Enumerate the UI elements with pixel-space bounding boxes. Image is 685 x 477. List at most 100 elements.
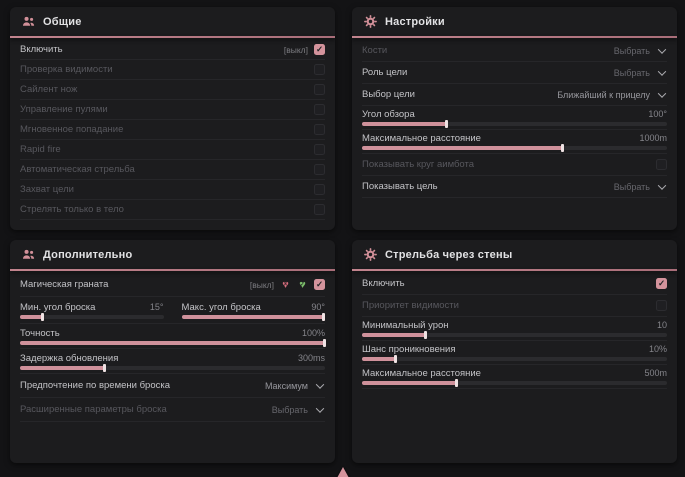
checkbox[interactable]: ✓: [656, 278, 667, 289]
people-icon: [22, 248, 35, 261]
checkbox[interactable]: [314, 144, 325, 155]
gear-icon: [364, 248, 377, 261]
toggle-row: Захват цели: [20, 180, 325, 200]
header-accent-line: [10, 269, 335, 271]
slider[interactable]: [362, 144, 667, 152]
panel-header: Стрельба через стены: [352, 240, 677, 269]
slider[interactable]: [362, 331, 667, 339]
dropdown-row: Предпочтение по времени броска Максимум: [20, 374, 325, 398]
checkbox[interactable]: [656, 300, 667, 311]
dropdown-value: Выбрать: [613, 181, 650, 192]
toggle-row: Управление пулями: [20, 100, 325, 120]
slider[interactable]: [362, 120, 667, 128]
slider[interactable]: [20, 363, 325, 372]
slider-label: Максимальное расстояние: [362, 368, 481, 379]
cursor-up-icon: [337, 467, 349, 477]
slider-label: Точность: [20, 327, 60, 339]
slider-thumb[interactable]: [393, 355, 397, 363]
header-accent-line: [352, 269, 677, 271]
checkbox[interactable]: [314, 124, 325, 135]
dropdown[interactable]: Выбрать: [271, 403, 325, 415]
dropdown-value: Выбрать: [271, 404, 308, 415]
slider-thumb[interactable]: [561, 144, 565, 152]
slider[interactable]: [20, 312, 164, 321]
row-label: Показывать цель: [362, 181, 438, 192]
dual-slider-row: Мин. угол броска 15° Макс. угол броска 90°: [20, 297, 325, 324]
slider-row: Минимальный урон 10: [362, 317, 667, 341]
row-label: Стрелять только в тело: [20, 204, 124, 215]
checkbox[interactable]: [314, 184, 325, 195]
chevron-down-icon: [657, 180, 667, 190]
row-label: Магическая граната: [20, 279, 109, 290]
toggle-row: Приоритет видимости: [362, 295, 667, 317]
dropdown-value: Ближайший к прицелу: [557, 89, 650, 100]
slider-group: Макс. угол броска 90°: [181, 302, 325, 321]
panel-rows: Кости Выбрать Роль цели Выбрать Выбор цели Бл…: [352, 38, 677, 198]
slider[interactable]: [362, 355, 667, 363]
slider[interactable]: [20, 338, 326, 347]
slider-thumb[interactable]: [323, 338, 326, 347]
slider-group: Максимальное расстояние 1000m: [362, 133, 667, 152]
slider-row: Задержка обновления 300ms: [20, 349, 325, 374]
slider-thumb[interactable]: [40, 312, 44, 321]
dropdown[interactable]: Выбрать: [613, 180, 667, 192]
slider-thumb[interactable]: [424, 331, 428, 339]
panel-title: Дополнительно: [43, 248, 133, 261]
row-label: Rapid fire: [20, 144, 61, 155]
dropdown[interactable]: Максимум: [264, 379, 325, 391]
panel-rows: Магическая граната [выкл] ♥ ✕ ♥ ✓ ✓ Мин. угол б…: [10, 271, 335, 422]
row-label: Показывать круг аимбота: [362, 159, 475, 170]
heart-check-icon[interactable]: ♥ ✓: [299, 278, 306, 291]
slider-fill: [362, 333, 427, 337]
dropdown-row: Выбор цели Ближайший к прицелу: [362, 84, 667, 106]
hotkey-state: [выкл]: [283, 44, 308, 55]
slider-fill: [362, 146, 564, 150]
dropdown[interactable]: Ближайший к прицелу: [557, 88, 667, 100]
toggle-row: Стрелять только в тело: [20, 200, 325, 220]
panel-title: Стрельба через стены: [385, 248, 513, 261]
slider[interactable]: [181, 312, 325, 321]
dropdown[interactable]: Выбрать: [614, 44, 667, 56]
panel-settings: Настройки Кости Выбрать Роль цели Выбрать Вы…: [352, 7, 677, 230]
slider-thumb[interactable]: [454, 379, 458, 387]
slider-row: Угол обзора 100°: [362, 106, 667, 130]
row-label: Управление пулями: [20, 104, 108, 115]
dropdown-row: Расширенные параметры броска Выбрать: [20, 398, 325, 422]
slider-value: 100%: [301, 327, 325, 338]
slider-thumb[interactable]: [103, 363, 107, 372]
panel-rows: Включить ✓ Приоритет видимости Минимальный …: [352, 271, 677, 389]
row-label: Выбор цели: [362, 89, 415, 100]
toggle-row: Rapid fire: [20, 140, 325, 160]
slider-value: 100°: [648, 109, 667, 119]
slider-value: 1000m: [639, 133, 667, 143]
checkbox[interactable]: [314, 84, 325, 95]
checkbox[interactable]: [314, 64, 325, 75]
slider-value: 15°: [149, 301, 164, 312]
gear-icon: [364, 15, 377, 28]
row-label: Мгновенное попадание: [20, 124, 124, 135]
slider-fill: [362, 357, 396, 361]
slider[interactable]: [362, 379, 667, 387]
dropdown[interactable]: Выбрать: [613, 66, 667, 78]
slider-fill: [20, 340, 325, 345]
row-label: Захват цели: [20, 184, 74, 195]
checkbox[interactable]: [314, 204, 325, 215]
slider-value: 10: [656, 320, 667, 330]
checkbox[interactable]: ✓: [314, 44, 325, 55]
checkbox[interactable]: [314, 104, 325, 115]
slider-group: Минимальный урон 10: [362, 320, 667, 339]
checkbox[interactable]: [656, 159, 667, 170]
checkbox[interactable]: ✓: [314, 279, 325, 290]
row-label: Включить: [20, 44, 63, 55]
dropdown-value: Максимум: [264, 380, 308, 391]
checkbox[interactable]: [314, 164, 325, 175]
toggle-row: Автоматическая стрельба: [20, 160, 325, 180]
heart-x-icon[interactable]: ♥ ✕: [282, 278, 289, 291]
slider-group: Угол обзора 100°: [362, 109, 667, 128]
slider-thumb[interactable]: [445, 120, 449, 128]
slider-group: Максимальное расстояние 500m: [362, 368, 667, 387]
chevron-down-icon: [315, 403, 325, 413]
dropdown-value: Выбрать: [613, 67, 650, 78]
slider-thumb[interactable]: [321, 312, 325, 321]
slider-fill: [362, 381, 457, 385]
